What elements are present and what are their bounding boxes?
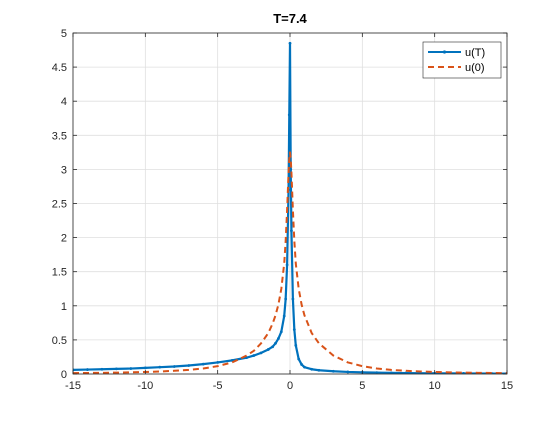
data-point [291,297,295,301]
data-point [271,345,275,349]
legend-label: u(0) [465,62,485,74]
legend-item: u(0) [428,62,485,74]
data-point [282,314,286,318]
x-tick-label: 5 [359,380,365,392]
y-tick-label: 4.5 [52,62,67,74]
data-point [279,330,283,334]
y-tick-label: 0 [61,369,67,381]
data-point [115,367,118,371]
ticks: -15 -10 -5 0 5 10 15 0 0.5 1 1.5 2 2.5 3 3.5 4 4.5 5 [52,28,513,392]
y-tick-label: 2 [61,233,67,245]
data-point [317,368,321,372]
y-tick-label: 3 [61,164,67,176]
legend-item: u(T) [428,47,485,59]
data-point [266,348,270,351]
data-point [303,365,306,369]
data-point [172,365,176,368]
legend-box [422,41,502,79]
legend-marker [442,50,447,54]
y-tick-label: 3.5 [52,130,67,142]
data-point [216,361,220,364]
data-point [143,366,147,370]
x-tick-label: 0 [287,380,293,392]
legend: u(T) u(0) [422,41,502,79]
data-point [294,343,298,347]
x-tick-label: 15 [501,380,513,392]
y-tick-label: 5 [61,28,67,40]
legend-label: u(T) [465,47,485,59]
y-tick-label: 0.5 [52,335,67,347]
data-point [346,370,350,374]
data-point [404,371,408,374]
data-point [289,168,293,171]
data-point [462,372,465,374]
data-point [287,113,291,117]
series-u0 [73,151,507,374]
data-point [288,41,292,45]
y-tick-label: 4 [61,96,67,108]
series-line [73,151,507,374]
data-point [86,368,89,371]
data-point [290,229,293,233]
data-point [285,263,289,267]
x-tick-label: 10 [429,380,441,392]
data-point [274,341,277,345]
x-tick-label: -10 [137,380,153,392]
y-tick-label: 1 [61,301,67,313]
data-point [297,357,301,361]
data-point [292,328,296,332]
data-point [332,369,335,373]
series-layer [73,41,507,374]
y-tick-label: 2.5 [52,199,67,211]
data-point [389,371,393,374]
chart-title: T=7.4 [273,11,307,26]
data-point [259,351,263,355]
data-point [187,364,191,367]
data-point [277,337,280,340]
data-point [252,354,256,357]
data-point [129,367,133,370]
data-point [100,367,104,371]
data-point [284,297,288,301]
data-point [310,367,314,371]
data-point [375,371,379,374]
x-tick-label: -15 [65,380,81,392]
data-point [201,362,205,366]
x-tick-label: -5 [213,380,223,392]
data-point [491,372,494,374]
data-point [300,363,303,366]
y-tick-label: 1.5 [52,267,67,279]
data-point [158,365,162,369]
